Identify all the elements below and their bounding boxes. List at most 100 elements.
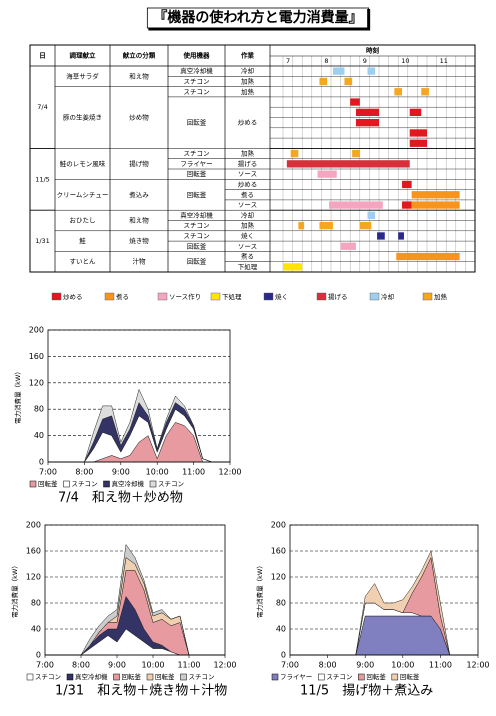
table-header: 作業 <box>241 51 255 60</box>
x-tick-label: 7:00 <box>36 661 54 670</box>
x-tick-label: 10:00 <box>391 661 414 670</box>
table-cell: 焼き物 <box>129 236 149 245</box>
schedule-bar <box>340 242 356 250</box>
y-tick-label: 200 <box>271 521 286 530</box>
x-tick-label: 7:00 <box>281 661 299 670</box>
y-tick-label: 160 <box>271 547 286 556</box>
schedule-bar <box>402 201 412 209</box>
table-cell: 煮込み <box>129 190 149 199</box>
legend-swatch <box>51 292 62 301</box>
legend-label: 煮る <box>116 292 129 301</box>
y-tick-label: 80 <box>276 599 286 608</box>
plot-frame <box>44 524 226 656</box>
legend-swatch <box>29 480 37 488</box>
table-cell: 11/5 <box>35 175 50 183</box>
table-cell: 回転釜 <box>187 118 207 127</box>
table-cell: 真空冷却機 <box>180 210 213 219</box>
table-cell: スチコン <box>184 222 210 230</box>
legend-swatch <box>66 673 74 681</box>
x-tick-label: 9:00 <box>356 661 374 670</box>
y-tick-label: 160 <box>26 547 41 556</box>
legend-label: 炒める <box>63 293 83 301</box>
table-header: 調理献立 <box>70 51 97 60</box>
legend-label: スチコン <box>189 673 215 681</box>
hour-label: 7 <box>286 57 290 65</box>
x-tick-label: 9:00 <box>108 661 126 670</box>
legend-swatch <box>157 292 168 301</box>
legend-swatch <box>146 673 154 681</box>
table-cell: 和え物 <box>129 216 149 225</box>
legend-label: 真空冷却機 <box>75 672 108 681</box>
y-axis-label: 電力消費量（kW） <box>255 562 264 618</box>
hour-label: 10 <box>401 57 409 65</box>
x-tick-label: 7:00 <box>39 468 57 477</box>
table-cell: 炒める <box>238 119 258 127</box>
table-cell: 炒め物 <box>129 113 149 122</box>
schedule-bar <box>367 211 376 219</box>
legend-swatch <box>391 673 399 681</box>
schedule-bar <box>319 222 333 230</box>
schedule-bar <box>286 160 410 168</box>
schedule-bar <box>352 149 360 158</box>
legend-swatch <box>26 673 34 681</box>
legend-swatch <box>103 480 110 488</box>
table-cell: 加熱 <box>241 87 255 96</box>
y-tick-label: 200 <box>29 326 44 335</box>
schedule-bar <box>332 67 345 75</box>
legend-label: 回転釜 <box>38 479 58 488</box>
table-cell: 加熱 <box>241 221 255 230</box>
legend-swatch <box>210 292 221 301</box>
legend-label: 回転釜 <box>122 672 142 681</box>
legend-label: 焼く <box>275 293 288 301</box>
legend-label: スチコン <box>35 673 61 681</box>
table-cell: 真空冷却機 <box>180 66 213 75</box>
schedule-bar <box>409 108 422 116</box>
table-cell: 煮る <box>241 252 254 261</box>
legend-label: 揚げる <box>328 292 348 301</box>
y-tick-label: 0 <box>281 651 286 660</box>
table-cell: スチコン <box>184 77 210 85</box>
table-cell: 炒める <box>238 180 258 188</box>
table-cell: 揚げる <box>238 159 258 168</box>
table-cell: クリームシチュー <box>57 191 109 199</box>
table-cell: ソース <box>238 201 257 209</box>
table-header: 献立の分類 <box>123 51 156 60</box>
table-cell: 揚げ物 <box>129 159 149 168</box>
table-cell: 豚の生姜焼き <box>63 113 102 122</box>
title-shadow <box>148 9 371 31</box>
table-cell: 冷却 <box>241 210 254 219</box>
table-cell: すいとん <box>70 258 97 266</box>
schedule-bar <box>409 139 427 147</box>
table-cell: 7/4 <box>37 103 47 111</box>
table-cell: 鮭のレモン風味 <box>60 159 106 168</box>
schedule-bar <box>394 88 403 96</box>
schedule-bar <box>344 77 353 86</box>
y-tick-label: 40 <box>276 625 286 634</box>
schedule-bar <box>290 149 299 158</box>
schedule-bar <box>329 201 383 209</box>
x-tick-label: 9:00 <box>112 468 130 477</box>
table-cell: スチコン <box>184 232 210 240</box>
hour-label: 11 <box>440 57 448 65</box>
plot-frame <box>47 329 231 463</box>
table-cell: 焼く <box>241 232 254 240</box>
y-tick-label: 80 <box>34 405 44 414</box>
table-cell: 海草サラダ <box>66 71 99 80</box>
chart-caption: 7/4 和え物＋炒め物 <box>58 491 183 506</box>
legend-swatch <box>263 292 274 301</box>
chart-caption: 1/31 和え物＋焼き物＋汁物 <box>55 684 227 699</box>
legend-label: フライヤー <box>280 673 312 681</box>
schedule-bar <box>355 119 379 127</box>
y-axis-label: 電力消費量（kW） <box>13 368 22 424</box>
y-tick-label: 0 <box>39 458 44 467</box>
table-cell: スチコン <box>184 150 210 158</box>
legend-swatch <box>318 673 325 681</box>
legend-swatch <box>104 292 115 301</box>
plot-frame <box>289 524 479 656</box>
table-cell: 加熱 <box>241 149 255 158</box>
legend-label: ソース作り <box>169 292 201 301</box>
schedule-bar <box>283 263 303 271</box>
y-tick-label: 40 <box>31 625 41 634</box>
table-cell: ソース <box>238 242 257 250</box>
x-tick-label: 10:00 <box>146 468 169 477</box>
